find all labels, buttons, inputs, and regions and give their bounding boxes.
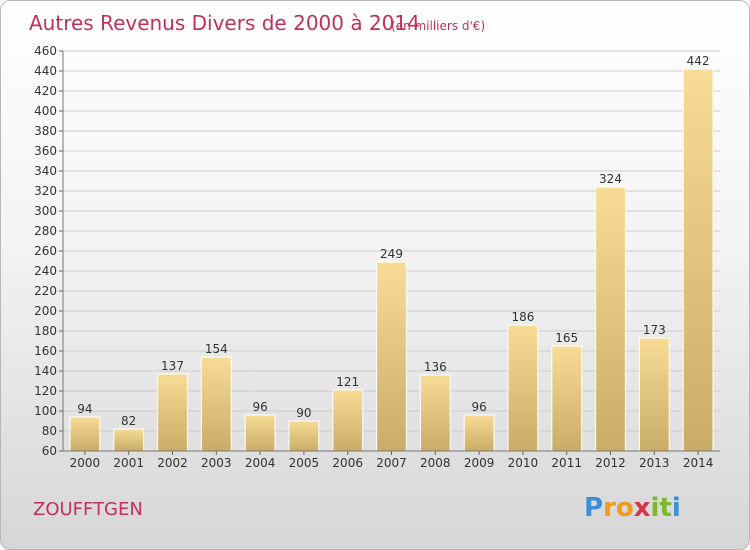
y-tick-label: 380 [34, 124, 57, 138]
y-tick-label: 300 [34, 204, 57, 218]
y-tick-label: 440 [34, 64, 57, 78]
logo-letter: P [584, 493, 603, 523]
logo-letter: x [634, 493, 651, 523]
bar-2008 [419, 374, 451, 452]
y-tick-label: 420 [34, 84, 57, 98]
data-label-2013: 173 [643, 323, 666, 337]
x-tick-label-2007: 2007 [376, 456, 407, 470]
x-tick-label-2013: 2013 [639, 456, 670, 470]
x-tick-label-2003: 2003 [201, 456, 232, 470]
data-label-2007: 249 [380, 247, 403, 261]
x-tick-label-2000: 2000 [70, 456, 101, 470]
y-tick-label: 80 [42, 424, 57, 438]
logo-letter: r [603, 493, 616, 523]
y-tick-label: 400 [34, 104, 57, 118]
bar-2002 [157, 373, 188, 452]
data-label-2012: 324 [599, 172, 622, 186]
x-tick-label-2002: 2002 [157, 456, 188, 470]
bar-2014 [682, 68, 714, 452]
chart-subtitle: (en milliers d'€) [391, 19, 485, 33]
logo-letter: t [659, 493, 671, 523]
bar-2009 [463, 414, 495, 452]
x-axis: 2000 2001 2002 2003 2004 2005 2006 2007 2008 2009… [63, 450, 720, 470]
data-label-2009: 96 [471, 400, 486, 414]
y-tick-label: 180 [34, 324, 57, 338]
bar-2003 [200, 356, 232, 452]
data-label-2006: 121 [336, 375, 359, 389]
data-label-2002: 137 [161, 359, 184, 373]
bar-2013 [638, 337, 670, 452]
logo-letter: i [672, 493, 681, 523]
bar-2006 [332, 389, 364, 452]
y-tick-label: 60 [42, 444, 57, 458]
x-tick-label-2009: 2009 [464, 456, 495, 470]
y-tick-label: 320 [34, 184, 57, 198]
data-label-2000: 94 [77, 402, 92, 416]
data-label-2014: 442 [687, 54, 710, 68]
y-axis: 60 80 100 120 140 160 180 200 220 240 260 280 300 320… [34, 44, 64, 458]
y-tick-label: 100 [34, 404, 57, 418]
y-tick-label: 360 [34, 144, 57, 158]
data-label-2010: 186 [511, 310, 534, 324]
y-tick-label: 140 [34, 364, 57, 378]
x-tick-label-2006: 2006 [332, 456, 363, 470]
x-tick-label-2001: 2001 [113, 456, 144, 470]
data-label-2003: 154 [205, 342, 228, 356]
y-tick-label: 460 [34, 44, 57, 58]
bar-2010 [507, 324, 539, 452]
logo-letter: i [651, 493, 660, 523]
x-tick-label-2005: 2005 [289, 456, 320, 470]
x-tick-label-2010: 2010 [508, 456, 539, 470]
bar-2000 [69, 416, 101, 452]
x-tick-label-2012: 2012 [595, 456, 626, 470]
data-label-2005: 90 [296, 406, 311, 420]
bar-2004 [244, 414, 276, 452]
y-tick-label: 120 [34, 384, 57, 398]
logo-letter: o [616, 493, 634, 523]
y-tick-label: 260 [34, 244, 57, 258]
chart-title: Autres Revenus Divers de 2000 à 2014 [29, 11, 420, 35]
bar-2007 [376, 261, 407, 452]
x-tick-label-2014: 2014 [683, 456, 714, 470]
commune-name: ZOUFFTGEN [33, 499, 143, 520]
data-label-2008: 136 [424, 360, 447, 374]
y-tick-label: 340 [34, 164, 57, 178]
bar-2001 [113, 428, 145, 452]
y-tick-label: 280 [34, 224, 57, 238]
x-tick-label-2004: 2004 [245, 456, 276, 470]
x-tick-label-2008: 2008 [420, 456, 451, 470]
data-label-2001: 82 [121, 414, 136, 428]
data-label-2011: 165 [555, 331, 578, 345]
bars: 94 82 137 154 96 90 121 249 136 96 186 165 324 173 442 [69, 54, 714, 452]
y-tick-label: 160 [34, 344, 57, 358]
bar-2012 [595, 186, 626, 452]
proxiti-logo[interactable]: Proxiti [584, 493, 681, 523]
x-tick-label-2011: 2011 [551, 456, 582, 470]
data-label-2004: 96 [252, 400, 267, 414]
bar-2005 [288, 420, 320, 452]
bar-2011 [551, 345, 583, 452]
y-tick-label: 220 [34, 284, 57, 298]
y-tick-label: 240 [34, 264, 57, 278]
y-tick-label: 200 [34, 304, 57, 318]
